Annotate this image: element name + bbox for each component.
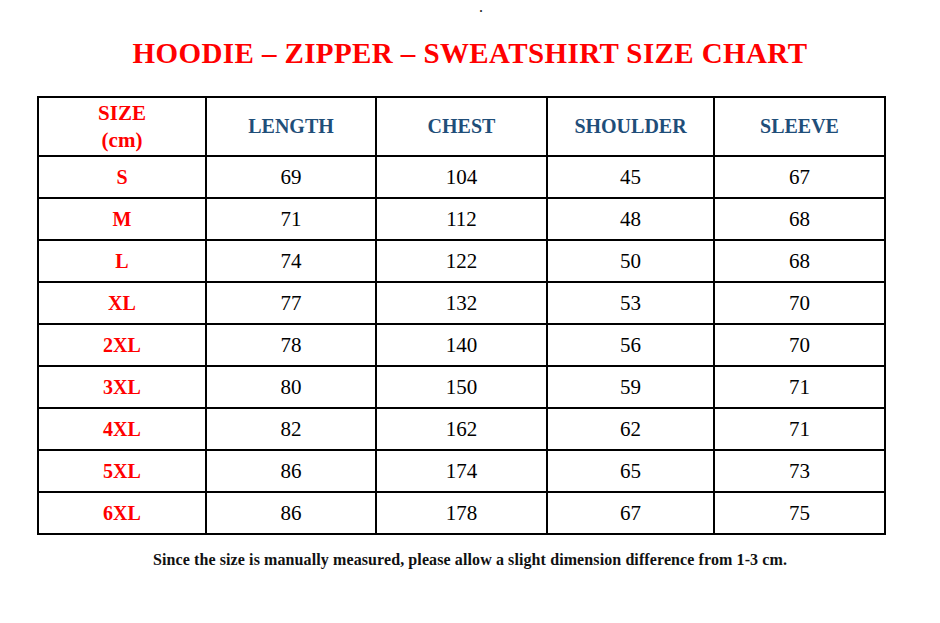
table-row: 6XL861786775 [38,492,885,534]
size-label-cell: S [38,156,206,198]
table-row: M711124868 [38,198,885,240]
measurement-cell: 122 [376,240,547,282]
size-label-cell: L [38,240,206,282]
measurement-cell: 74 [206,240,376,282]
measurement-cell: 77 [206,282,376,324]
table-row: XL771325370 [38,282,885,324]
measurement-note: Since the size is manually measured, ple… [0,551,940,569]
measurement-cell: 86 [206,492,376,534]
measurement-cell: 59 [547,366,714,408]
measurement-cell: 56 [547,324,714,366]
table-row: 2XL781405670 [38,324,885,366]
measurement-cell: 75 [714,492,885,534]
measurement-cell: 86 [206,450,376,492]
measurement-cell: 67 [714,156,885,198]
measurement-cell: 132 [376,282,547,324]
table-row: L741225068 [38,240,885,282]
measurement-cell: 48 [547,198,714,240]
table-row: 4XL821626271 [38,408,885,450]
size-table-body: S691044567M711124868L741225068XL77132537… [38,156,885,534]
measurement-cell: 178 [376,492,547,534]
measurement-cell: 150 [376,366,547,408]
measurement-cell: 68 [714,198,885,240]
measurement-cell: 69 [206,156,376,198]
measurement-cell: 162 [376,408,547,450]
column-header-shoulder: SHOULDER [547,97,714,156]
measurement-cell: 65 [547,450,714,492]
measurement-cell: 82 [206,408,376,450]
table-row: 3XL801505971 [38,366,885,408]
measurement-cell: 62 [547,408,714,450]
size-label-cell: XL [38,282,206,324]
measurement-cell: 71 [714,408,885,450]
header-row: SIZE (cm) LENGTH CHEST SHOULDER SLEEVE [38,97,885,156]
column-header-chest: CHEST [376,97,547,156]
size-chart-table: SIZE (cm) LENGTH CHEST SHOULDER SLEEVE S… [37,96,886,535]
stray-dot-mark: . [474,2,488,14]
size-label-cell: 5XL [38,450,206,492]
column-header-length: LENGTH [206,97,376,156]
measurement-cell: 140 [376,324,547,366]
page-title: HOODIE – ZIPPER – SWEATSHIRT SIZE CHART [0,36,940,70]
size-label-cell: 2XL [38,324,206,366]
measurement-cell: 50 [547,240,714,282]
size-label-cell: M [38,198,206,240]
measurement-cell: 71 [714,366,885,408]
measurement-cell: 70 [714,282,885,324]
measurement-cell: 71 [206,198,376,240]
size-label-cell: 3XL [38,366,206,408]
measurement-cell: 68 [714,240,885,282]
table-row: 5XL861746573 [38,450,885,492]
measurement-cell: 70 [714,324,885,366]
measurement-cell: 73 [714,450,885,492]
size-label-cell: 6XL [38,492,206,534]
measurement-cell: 67 [547,492,714,534]
measurement-cell: 112 [376,198,547,240]
column-header-sleeve: SLEEVE [714,97,885,156]
measurement-cell: 174 [376,450,547,492]
measurement-cell: 80 [206,366,376,408]
measurement-cell: 78 [206,324,376,366]
size-label-cell: 4XL [38,408,206,450]
measurement-cell: 45 [547,156,714,198]
column-header-size-cm: SIZE (cm) [38,97,206,156]
table-row: S691044567 [38,156,885,198]
measurement-cell: 104 [376,156,547,198]
measurement-cell: 53 [547,282,714,324]
